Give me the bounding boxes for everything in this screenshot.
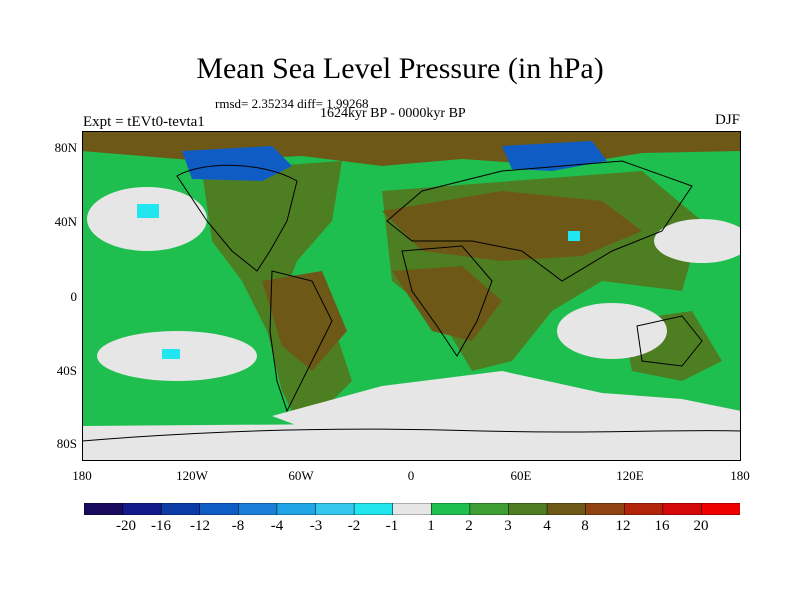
colorbar-label-11: 3 [504, 518, 512, 534]
lon-label-0: 0 [407, 468, 415, 483]
season-label: DJF [714, 112, 740, 128]
colorbar-label-8: -1 [385, 518, 399, 534]
lat-label-80s: 80S [56, 436, 77, 451]
high-region-asia [382, 191, 642, 261]
low-spot-asia [568, 231, 580, 241]
lon-label-180w: 180 [72, 468, 92, 483]
neutral-region-southern-ocean [272, 371, 741, 436]
colorbar-swatch-9 [392, 503, 432, 515]
coastline-africa [401, 245, 493, 357]
coastline-eurasia [386, 160, 693, 282]
coastline-south-america [269, 270, 333, 413]
colorbar-label-5: -4 [270, 518, 284, 534]
coastline-antarctica [82, 428, 741, 442]
high-region-americas [262, 271, 347, 371]
lon-label-60e: 60E [510, 468, 532, 483]
colorbar-swatch-7 [315, 503, 355, 515]
colorbar-label-16: 20 [693, 518, 709, 534]
colorbar-label-10: 2 [465, 518, 473, 534]
colorbar-label-12: 4 [543, 518, 551, 534]
neutral-region-antarctic [82, 421, 741, 461]
stats-subtitle: rmsd= 2.35234 diff= 1.99268 [215, 96, 369, 111]
colorbar-swatch-13 [546, 503, 587, 515]
colorbar-label-14: 12 [615, 518, 631, 534]
lat-label-0: 0 [70, 289, 78, 304]
colorbar-swatch-10 [431, 503, 471, 515]
colorbar-label-7: -2 [347, 518, 361, 534]
colorbar-label-2: -16 [151, 518, 171, 534]
deep-low-siberia [502, 141, 607, 171]
colorbar-label-9: 1 [427, 518, 435, 534]
deep-low-greenland [182, 146, 292, 181]
lon-label-120w: 120W [176, 468, 208, 483]
lat-label-40n: 40N [54, 214, 77, 229]
colorbar-swatch-5 [238, 503, 278, 515]
colorbar-swatch-12 [508, 503, 548, 515]
high-region-africa [392, 266, 502, 341]
colorbar-swatch-14 [585, 503, 625, 515]
colorbar-swatch-17 [701, 503, 740, 515]
coastline-australia [636, 315, 703, 367]
lon-label-60w: 60W [288, 468, 314, 483]
colorbar-label-15: 16 [654, 518, 670, 534]
neutral-region-indian-ocean [557, 303, 667, 359]
colorbar-swatch-16 [662, 503, 702, 515]
colorbar-swatch-4 [199, 503, 239, 515]
colorbar [84, 503, 740, 515]
colorbar-label-1: -20 [116, 518, 136, 534]
colorbar-label-13: 8 [581, 518, 589, 534]
neutral-region-east-pacific [654, 219, 741, 263]
colorbar-swatch-11 [469, 503, 510, 515]
coastline-north-america [176, 164, 298, 272]
lon-label-120e: 120E [616, 468, 644, 483]
colorbar-swatch-1 [84, 503, 124, 515]
low-spot-south-pacific [162, 349, 180, 359]
map-title: Mean Sea Level Pressure (in hPa) [196, 52, 604, 85]
colorbar-label-4: -8 [231, 518, 245, 534]
map-frame [82, 131, 741, 461]
experiment-label: Expt = tEVt0-tevta1 [83, 114, 205, 130]
pressure-map [82, 131, 741, 461]
colorbar-swatch-8 [353, 503, 394, 515]
colorbar-label-3: -12 [190, 518, 210, 534]
coastlines [82, 160, 741, 442]
colorbar-swatch-2 [122, 503, 162, 515]
colorbar-swatch-6 [276, 503, 317, 515]
colorbar-swatch-3 [160, 503, 201, 515]
neutral-region-north-pacific [87, 187, 207, 251]
low-spot-north-pacific [137, 204, 159, 218]
colorbar-swatch-15 [623, 503, 664, 515]
lat-label-40s: 40S [56, 363, 77, 378]
lat-label-80n: 80N [54, 140, 77, 155]
period-subtitle: 1624kyr BP - 0000kyr BP [320, 106, 466, 121]
colorbar-label-6: -3 [309, 518, 323, 534]
lon-label-180e: 180 [730, 468, 750, 483]
